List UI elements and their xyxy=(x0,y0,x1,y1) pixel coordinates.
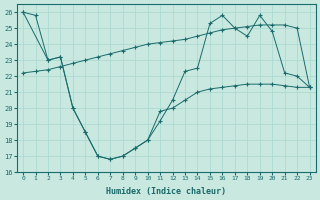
X-axis label: Humidex (Indice chaleur): Humidex (Indice chaleur) xyxy=(106,187,226,196)
